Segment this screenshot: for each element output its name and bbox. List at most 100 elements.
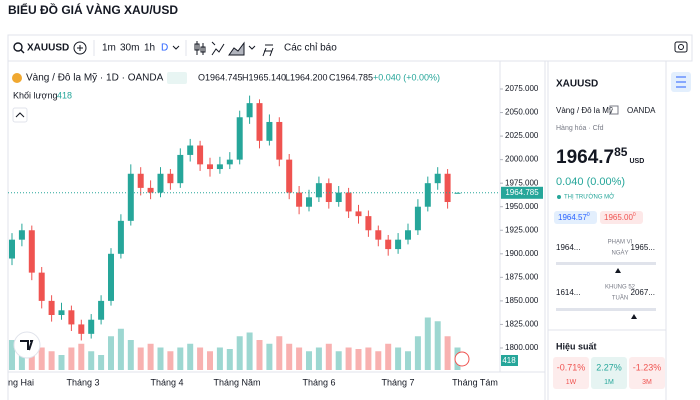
market-badge [167,72,187,84]
bid-sup: 0 [587,212,590,218]
candle-body [375,230,382,240]
price-main: 1964.7 [556,147,614,168]
volume-bar [355,349,362,370]
candle-body [296,192,303,207]
volume-bar [177,347,184,370]
range-bar [556,262,656,265]
interval[interactable]: 1h [144,43,155,54]
x-tick-label: Tháng Tám [452,377,498,387]
volume-bar [315,347,322,370]
candle-body [177,154,184,184]
candle-body [395,239,402,250]
performance-title: Hiệu suất [556,341,597,351]
indicators-button[interactable]: Các chỉ báo [284,42,337,54]
y-tick-label: 1950.000 [505,202,539,211]
day-range-label: NGÀY [611,250,628,257]
volume-bar [207,351,213,370]
y-tick-label: 2075.000 [505,84,539,93]
candle-body [226,159,233,165]
x-tick-label: Tháng 7 [381,377,414,387]
volume-value: 418 [57,90,72,100]
candle-body [236,117,243,160]
volume-bar [434,321,441,370]
ask-value: 1965.00 [604,213,633,222]
volume-bar [58,355,65,370]
flag-icon [454,351,470,367]
indicator-icon[interactable] [262,44,274,57]
volume-bar [395,347,402,370]
candle-body [246,103,253,118]
volume-bar [157,347,164,370]
volume-bar [48,351,55,370]
y-tick-label: 2025.000 [505,131,539,140]
day-high: 1965... [631,243,655,252]
candle-body [108,253,114,301]
bid: 1964.570 [558,212,590,222]
candle-body [216,164,223,170]
candle-body [355,211,362,217]
area-icon[interactable] [228,41,245,56]
candle-body [117,220,124,254]
candle-body [48,300,55,316]
y-tick-label: 1850.000 [505,296,539,305]
candle-body [147,187,154,193]
performance-value: 2.27% [596,362,622,372]
day-low: 1964... [556,243,580,252]
volume-bar [414,336,421,370]
candle-body [405,230,411,240]
ohlc-change: +0.040 (+0.00%) [373,72,440,82]
camera-icon [678,44,684,50]
candle-body [88,319,95,334]
chart-type-icon[interactable] [211,41,225,56]
candle-body [256,103,263,141]
dropdown-icon[interactable] [248,45,256,50]
volume-bar [375,351,382,370]
performance-period: 3M [642,379,652,386]
collapse-button[interactable] [12,107,28,123]
camera-icon[interactable] [674,41,688,53]
external-link-icon[interactable] [609,105,619,115]
compare-button[interactable] [73,41,87,55]
volume-badge-label: 418 [502,356,516,365]
volume-bar [197,347,204,370]
candle-body [127,173,134,221]
candle-type-icon[interactable] [194,41,206,55]
ask: 1965.000 [604,212,636,222]
candle-body [424,183,431,207]
x-tick-label: Tháng 4 [150,377,183,387]
volume-bar [98,355,105,370]
candle-body [207,164,213,170]
plot-area [8,88,503,370]
sidebar-change: 0.040 (0.00%) [556,176,625,188]
volume-bar [38,347,45,370]
candle-body [68,310,75,325]
dropdown-icon[interactable] [172,45,180,50]
week52-label: TUẦN [612,295,628,302]
search-icon [13,42,23,52]
volume-bar [444,336,451,370]
volume-bar [306,351,312,370]
search-icon [20,49,25,54]
interval-active[interactable]: D [161,43,168,54]
volume-bar [127,340,134,370]
candle-body [325,183,332,203]
interval[interactable]: 1m [102,43,116,54]
candle-body [266,121,273,141]
x-tick-label: ng Hai [8,377,34,387]
interval[interactable]: 30m [120,43,139,54]
candle-body [38,272,45,301]
day-range-label: PHẠM VI [608,240,633,246]
candle-body [167,173,174,184]
candle-body [414,206,421,231]
last-price-label: 1964.785 [505,188,539,197]
volume-bar [117,328,124,370]
candle-body [434,173,441,184]
performance-period: 1M [604,379,614,386]
performance-box [553,357,589,389]
watchlist-icon [676,76,686,88]
toolbar-symbol[interactable]: XAUUSD [27,43,69,54]
sidebar-price: 1964.785USD [556,145,644,168]
candle-body [28,230,35,273]
performance-value: -1.23% [633,362,662,372]
